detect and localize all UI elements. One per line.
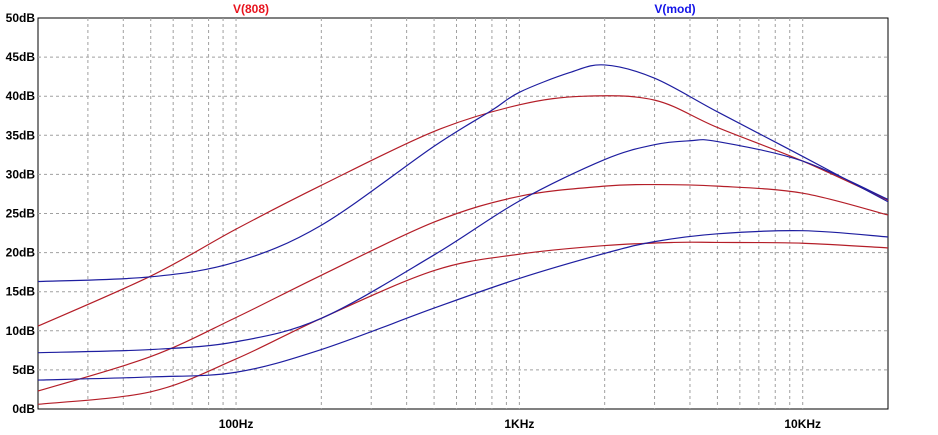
grid [38, 18, 888, 409]
y-tick-label: 45dB [6, 50, 36, 64]
y-tick-label: 15dB [6, 285, 36, 299]
series-line-1 [37, 95, 889, 327]
x-tick-label: 100Hz [219, 417, 254, 431]
y-tick-label: 5dB [12, 363, 35, 377]
series-line-5 [37, 139, 889, 354]
y-tick-label: 30dB [6, 167, 36, 181]
y-tick-label: 40dB [6, 89, 36, 103]
curves [37, 64, 889, 405]
legend: V(808) V(mod) [233, 2, 696, 16]
legend-label: V(mod) [654, 2, 695, 16]
x-tick-labels: 100Hz 1KHz 10KHz [219, 417, 821, 431]
y-tick-label: 25dB [6, 207, 36, 221]
legend-label: V(808) [233, 2, 269, 16]
series-line-3 [37, 241, 889, 405]
x-tick-label: 10KHz [784, 417, 821, 431]
y-tick-label: 35dB [6, 128, 36, 142]
y-tick-label: 10dB [6, 324, 36, 338]
y-tick-label: 50dB [6, 11, 36, 25]
series-line-6 [37, 230, 889, 381]
y-tick-labels: 0dB 5dB 10dB 15dB 20dB 25dB 30dB 35dB 40dB 45dB 50… [6, 11, 36, 416]
y-tick-label: 20dB [6, 246, 36, 260]
series-line-4 [37, 64, 889, 283]
y-tick-label: 0dB [12, 402, 35, 416]
series-line-2 [37, 183, 889, 392]
x-tick-label: 1KHz [504, 417, 534, 431]
